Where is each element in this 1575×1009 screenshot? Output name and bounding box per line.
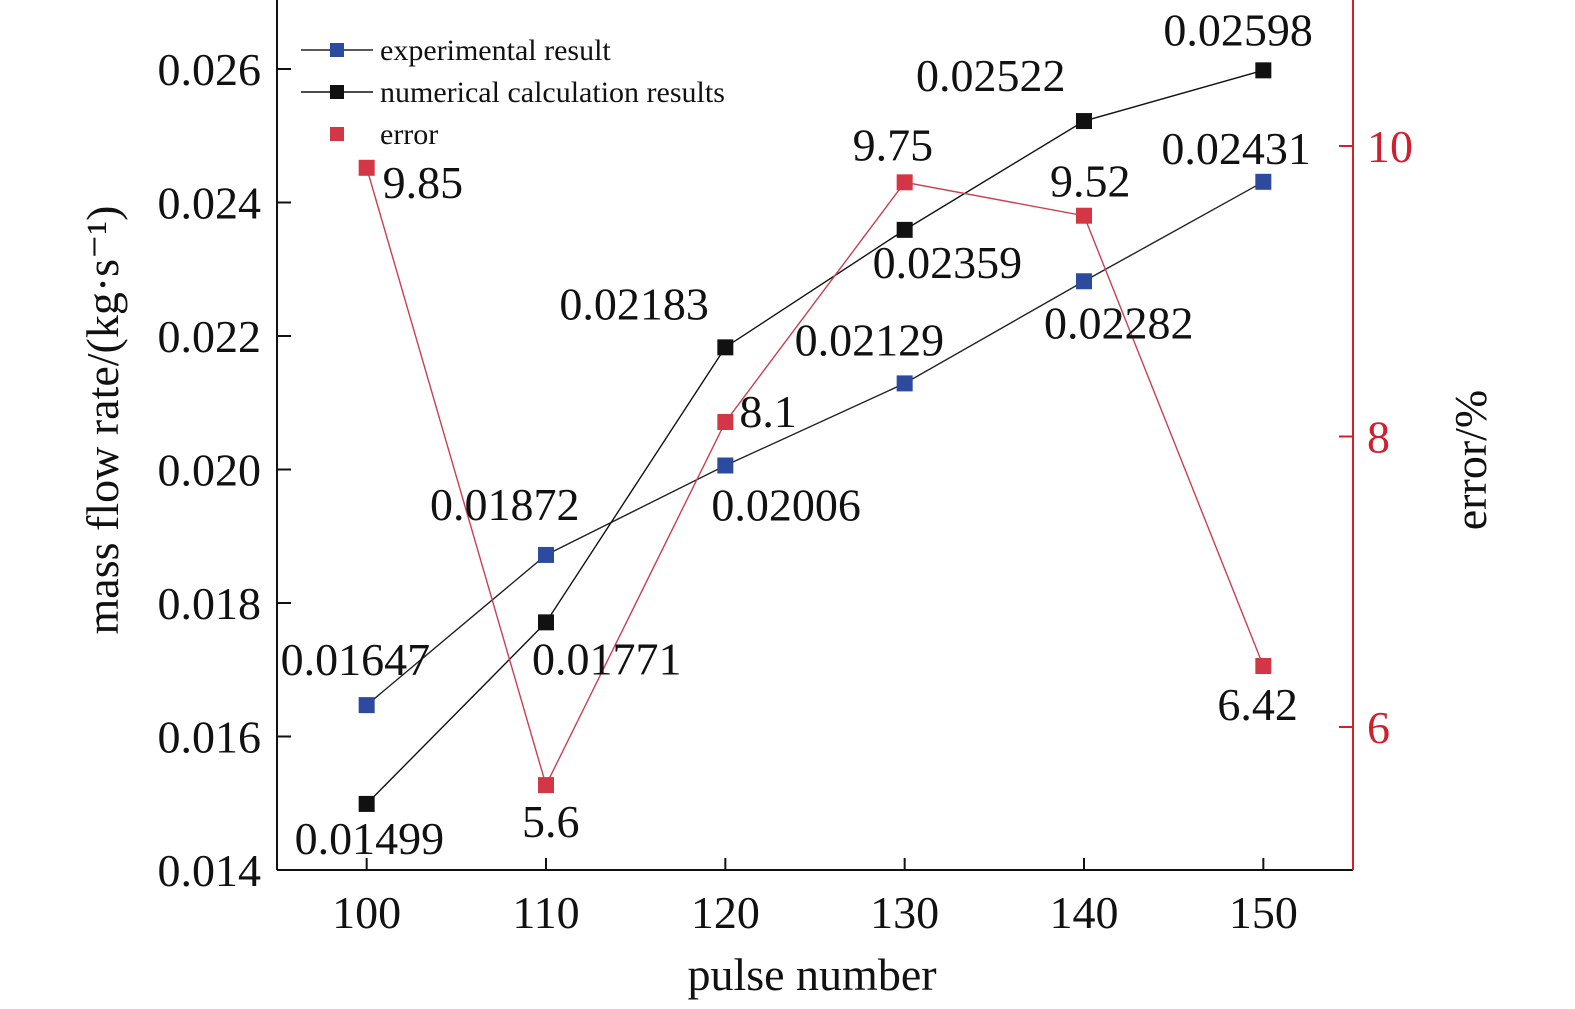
legend-label-numerical-calculation-results: numerical calculation results xyxy=(380,76,725,109)
y-tick-label: 0.026 xyxy=(158,44,262,95)
y-tick-label: 0.020 xyxy=(158,445,262,496)
data-label-experimental-result: 0.02006 xyxy=(711,479,861,530)
x-tick-label: 110 xyxy=(512,887,579,938)
y-axis-right: 6 8 10 xyxy=(1339,121,1413,753)
data-labels: 0.01647 0.01872 0.02006 0.02129 0.02282 0.024… xyxy=(281,4,1313,864)
y2-axis-title: error/% xyxy=(1445,390,1496,530)
y-tick-label: 0.016 xyxy=(158,712,262,763)
data-label-numerical-calculation-results: 0.02359 xyxy=(873,237,1023,288)
data-label-error: 9.52 xyxy=(1050,156,1131,207)
data-label-error: 6.42 xyxy=(1217,679,1298,730)
marker-error xyxy=(1255,657,1272,674)
x-tick-label: 140 xyxy=(1050,887,1119,938)
data-label-error: 9.85 xyxy=(383,157,464,208)
marker-error xyxy=(358,159,375,176)
x-tick-label: 150 xyxy=(1229,887,1298,938)
y2-tick-label: 10 xyxy=(1367,121,1413,172)
series-markers xyxy=(358,62,1272,812)
marker-numerical-calculation-results xyxy=(896,221,913,238)
legend: experimental result numerical calculation… xyxy=(301,34,725,151)
y2-tick-label: 8 xyxy=(1367,412,1390,463)
marker-error xyxy=(717,413,734,430)
data-label-numerical-calculation-results: 0.02183 xyxy=(559,278,709,329)
marker-experimental-result xyxy=(1255,173,1272,190)
legend-marker-error xyxy=(330,127,344,141)
legend-label-error: error xyxy=(380,118,438,151)
y-tick-label: 0.024 xyxy=(158,178,262,229)
marker-numerical-calculation-results xyxy=(1076,113,1092,130)
y-tick-label: 0.018 xyxy=(158,578,262,629)
data-label-error: 8.1 xyxy=(739,386,797,437)
series-line-numerical-calculation-results xyxy=(366,69,1264,805)
data-label-numerical-calculation-results: 0.02598 xyxy=(1163,4,1313,55)
x-tick-label: 130 xyxy=(870,887,939,938)
data-label-experimental-result: 0.02129 xyxy=(795,314,945,365)
data-label-error: 9.75 xyxy=(853,119,934,170)
legend-label-experimental-result: experimental result xyxy=(380,34,611,67)
marker-experimental-result xyxy=(358,697,375,714)
marker-experimental-result xyxy=(896,375,913,392)
marker-error xyxy=(896,174,913,191)
marker-error xyxy=(1076,207,1092,224)
data-label-error: 5.6 xyxy=(522,796,580,847)
marker-experimental-result xyxy=(1076,273,1092,290)
marker-numerical-calculation-results xyxy=(538,614,554,631)
marker-experimental-result xyxy=(538,546,554,563)
y-axis-title: mass flow rate/(kg·s⁻¹) xyxy=(77,206,128,635)
data-label-numerical-calculation-results: 0.01771 xyxy=(532,633,682,684)
x-tick-label: 120 xyxy=(691,887,760,938)
y-axis-left: 0.014 0.016 0.018 0.020 0.022 0.024 0.026 xyxy=(158,44,291,896)
marker-experimental-result xyxy=(717,457,734,474)
data-label-experimental-result: 0.02282 xyxy=(1044,297,1194,348)
x-tick-label: 100 xyxy=(332,887,401,938)
y-tick-label: 0.014 xyxy=(158,845,262,896)
marker-numerical-calculation-results xyxy=(717,339,734,356)
y2-tick-label: 6 xyxy=(1367,702,1390,753)
series-line-experimental-result xyxy=(366,181,1264,706)
marker-error xyxy=(538,777,554,794)
data-label-numerical-calculation-results: 0.02522 xyxy=(916,50,1066,101)
data-label-numerical-calculation-results: 0.01499 xyxy=(295,813,445,864)
x-axis: 100 110 120 130 140 150 xyxy=(332,858,1298,938)
legend-marker-numerical-calculation-results xyxy=(330,85,344,99)
data-label-experimental-result: 0.01647 xyxy=(281,634,431,685)
data-label-experimental-result: 0.01872 xyxy=(430,479,580,530)
data-label-experimental-result: 0.02431 xyxy=(1161,123,1311,174)
legend-marker-experimental-result xyxy=(330,43,344,57)
series-lines xyxy=(365,69,1264,805)
y-tick-label: 0.022 xyxy=(158,311,262,362)
series-line-error xyxy=(365,167,1264,788)
marker-numerical-calculation-results xyxy=(358,795,375,812)
marker-numerical-calculation-results xyxy=(1255,62,1272,79)
x-axis-title: pulse number xyxy=(687,949,936,1000)
